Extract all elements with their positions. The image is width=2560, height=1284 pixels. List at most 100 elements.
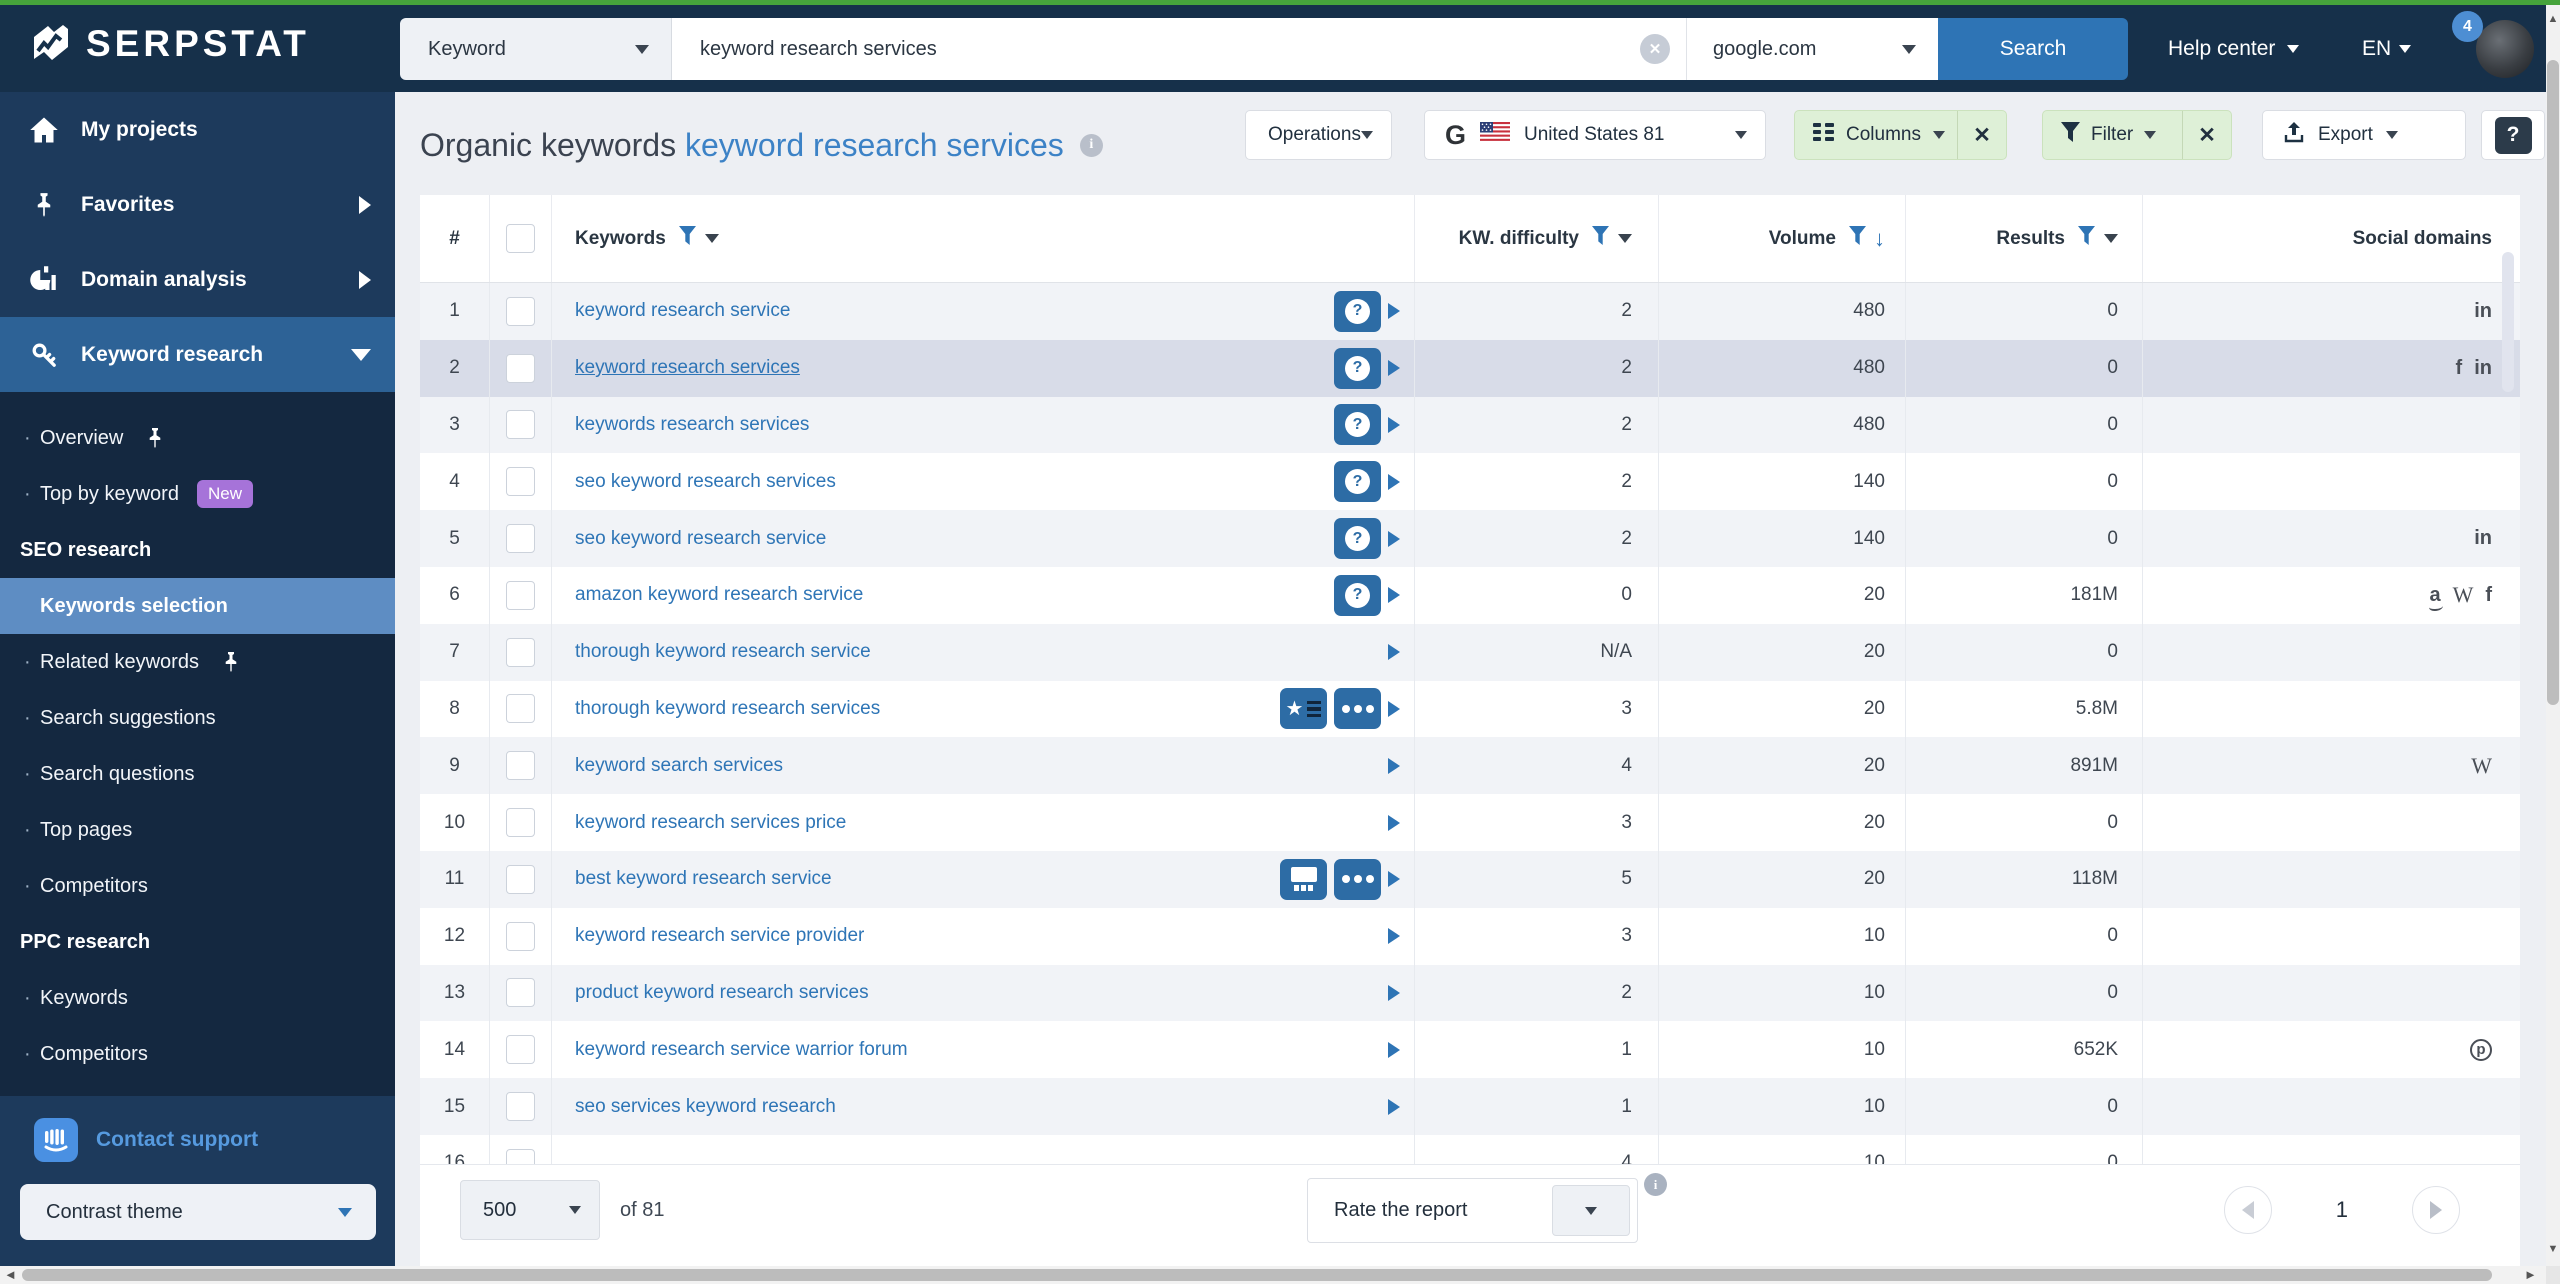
theme-select[interactable]: Contrast theme [20,1184,376,1240]
keyword-link[interactable]: keyword research service warrior forum [575,1038,908,1060]
sidebar-subitem-top-by-keyword[interactable]: · Top by keyword New [0,466,395,522]
page-size-select[interactable]: 500 [460,1180,600,1240]
keyword-info-badge[interactable]: ? [1334,461,1381,503]
chevron-down-icon[interactable] [704,234,719,243]
select-all-checkbox[interactable] [506,224,535,253]
keyword-link[interactable]: seo services keyword research [575,1095,836,1117]
sidebar-subitem-competitors[interactable]: · Competitors [0,858,395,914]
sidebar-item-keyword-research[interactable]: Keyword research [0,317,395,392]
chevron-down-icon[interactable] [2104,234,2118,243]
expand-row-icon[interactable] [1388,984,1400,1001]
expand-row-icon[interactable] [1388,814,1400,831]
sidebar-subitem-competitors[interactable]: · Competitors [0,1026,395,1082]
row-checkbox[interactable] [506,808,535,838]
keyword-link[interactable]: thorough keyword research service [575,641,871,663]
add-to-list-badge[interactable]: ★ [1280,688,1327,730]
sidebar-subitem-search-suggestions[interactable]: · Search suggestions [0,690,395,746]
expand-row-icon[interactable] [1388,928,1400,945]
row-checkbox[interactable] [506,410,535,440]
help-center-menu[interactable]: Help center [2168,5,2300,92]
vertical-scrollbar-thumb[interactable] [2547,60,2559,705]
info-icon[interactable]: i [1079,133,1103,157]
sidebar-subitem-related-keywords[interactable]: · Related keywords [0,634,395,690]
rate-report-select[interactable] [1552,1185,1630,1236]
pin-icon[interactable] [145,427,165,449]
search-type-select[interactable]: Keyword [400,18,672,80]
sidebar-subitem-overview[interactable]: · Overview [0,410,395,466]
keyword-info-badge[interactable]: ? [1334,518,1381,560]
sidebar-item-domain-analysis[interactable]: Domain analysis [0,242,395,317]
search-button[interactable]: Search [1938,18,2128,80]
scroll-left-icon[interactable]: ◄ [4,1267,17,1282]
row-checkbox[interactable] [506,1092,535,1122]
region-select[interactable]: G United States 81 [1424,110,1766,160]
table-scrollbar-thumb[interactable] [2502,252,2514,392]
keyword-link[interactable]: seo keyword research service [575,527,827,549]
keyword-link[interactable]: keyword research services [575,357,800,379]
row-checkbox[interactable] [506,921,535,951]
notification-badge[interactable]: 4 [2452,11,2483,42]
row-checkbox[interactable] [506,524,535,554]
expand-row-icon[interactable] [1388,473,1400,490]
keyword-link[interactable]: amazon keyword research service [575,584,864,606]
filter-funnel-icon[interactable] [2078,226,2095,251]
sort-desc-icon[interactable]: ↓ [1874,225,1885,251]
keyword-info-badge[interactable]: ? [1334,404,1381,446]
expand-row-icon[interactable] [1388,1041,1400,1058]
clear-search-icon[interactable]: ✕ [1640,34,1670,64]
sidebar-item-favorites[interactable]: Favorites [0,167,395,242]
prev-page-button[interactable] [2223,1186,2272,1234]
report-keyword-link[interactable]: keyword research services [684,126,1064,163]
keyword-link[interactable]: keyword research services price [575,811,847,833]
vertical-scrollbar[interactable]: ▲ ▼ [2546,5,2560,1266]
scroll-down-icon[interactable]: ▼ [2547,1243,2559,1255]
filter-button[interactable]: Filter [2043,122,2182,148]
language-switcher[interactable]: EN [2362,5,2412,92]
row-checkbox[interactable] [506,1035,535,1065]
horizontal-scrollbar-thumb[interactable] [22,1269,2492,1281]
reset-columns-button[interactable]: ✕ [1973,123,1991,147]
row-checkbox[interactable] [506,694,535,724]
keyword-link[interactable]: product keyword research services [575,981,869,1003]
row-checkbox[interactable] [506,580,535,610]
keyword-info-badge[interactable]: ? [1334,574,1381,616]
expand-row-icon[interactable] [1388,700,1400,717]
keyword-link[interactable]: seo keyword research services [575,470,836,492]
expand-row-icon[interactable] [1388,303,1400,320]
expand-row-icon[interactable] [1388,360,1400,377]
contact-support-button[interactable]: Contact support [0,1108,395,1172]
sidebar-subitem-keywords[interactable]: · Keywords [0,970,395,1026]
expand-row-icon[interactable] [1388,1098,1400,1115]
expand-row-icon[interactable] [1388,530,1400,547]
expand-row-icon[interactable] [1388,757,1400,774]
filter-funnel-icon[interactable] [1592,226,1609,251]
operations-button[interactable]: Operations [1245,110,1392,160]
help-button[interactable]: ? [2481,110,2545,160]
column-header-keywords[interactable]: Keywords [552,195,1415,282]
row-checkbox[interactable] [506,353,535,383]
keyword-link[interactable]: keyword research service provider [575,925,865,947]
columns-button[interactable]: Columns [1795,122,1957,148]
keyword-link[interactable]: best keyword research service [575,868,832,890]
row-checkbox[interactable] [506,1148,535,1164]
column-header-volume[interactable]: Volume ↓ [1659,195,1906,282]
filter-funnel-icon[interactable] [1849,226,1866,251]
info-icon[interactable]: i [1644,1173,1667,1196]
column-header-results[interactable]: Results [1906,195,2143,282]
scroll-right-icon[interactable]: ► [2524,1267,2537,1282]
more-actions-badge[interactable] [1334,858,1381,900]
keyword-link[interactable]: keyword research service [575,300,791,322]
expand-row-icon[interactable] [1388,416,1400,433]
column-header-difficulty[interactable]: KW. difficulty [1415,195,1659,282]
user-avatar[interactable]: 4 [2452,11,2534,78]
keyword-link[interactable]: keyword search services [575,754,784,776]
row-checkbox[interactable] [506,751,535,781]
pin-icon[interactable] [221,651,241,673]
keyword-info-badge[interactable]: ? [1334,290,1381,332]
row-checkbox[interactable] [506,637,535,667]
row-checkbox[interactable] [506,467,535,497]
more-actions-badge[interactable] [1334,688,1381,730]
horizontal-scrollbar[interactable]: ◄ ► [0,1266,2546,1284]
row-checkbox[interactable] [506,864,535,894]
keyword-info-badge[interactable]: ? [1334,347,1381,389]
